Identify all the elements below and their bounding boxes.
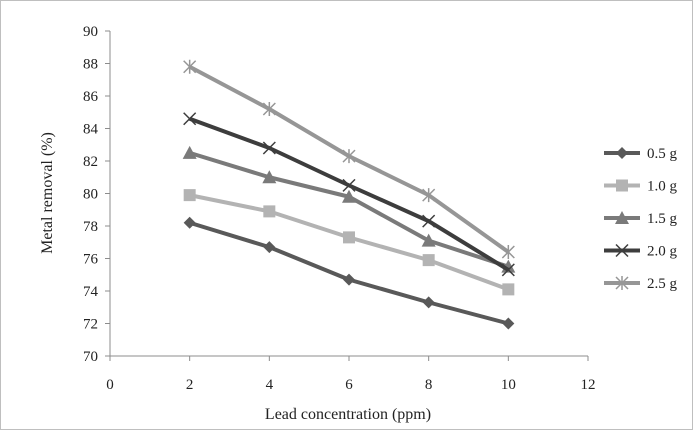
- y-axis-title: Metal removal (%): [39, 132, 56, 254]
- x-tick-label: 0: [106, 377, 114, 393]
- data-point-1-5-g: [262, 170, 277, 184]
- series-1-0-g: [183, 189, 515, 296]
- legend-marker: [615, 276, 629, 290]
- x-tick-label: 4: [266, 377, 274, 393]
- y-tick-label: 76: [83, 252, 99, 268]
- legend-marker: [616, 147, 628, 159]
- data-point-1-0-g: [422, 254, 435, 267]
- data-point-1-5-g: [182, 145, 197, 159]
- marker-stroke: [422, 214, 436, 228]
- y-tick-label: 78: [83, 219, 98, 235]
- legend-label: 0.5 g: [647, 146, 678, 162]
- x-tick-label: 2: [186, 377, 194, 393]
- data-point-2-5-g: [422, 188, 436, 203]
- legend: 0.5 g 1.0 g 1.5 g 2.0 g 2.5 g: [604, 146, 678, 292]
- y-tick-label: 86: [83, 89, 99, 105]
- legend-label: 2.5 g: [647, 276, 678, 292]
- series-0-5-g: [183, 216, 515, 330]
- data-point-0-5-g: [183, 216, 196, 229]
- legend-item-0-5-g: 0.5 g: [604, 146, 678, 162]
- marker-stroke: [615, 243, 629, 258]
- y-tick-label: 74: [83, 284, 99, 300]
- series-1-5-g: [182, 145, 516, 273]
- x-tick-label: 10: [501, 377, 516, 393]
- series-2-0-g: [183, 112, 515, 277]
- marker-stroke: [501, 263, 515, 277]
- series-2-5-g: [183, 59, 515, 259]
- data-point-1-0-g: [502, 283, 515, 296]
- data-point-0-5-g: [502, 317, 515, 330]
- marker-stroke: [342, 178, 356, 192]
- legend-label: 2.0 g: [647, 244, 678, 260]
- legend-marker: [615, 211, 629, 224]
- marker-stroke: [183, 112, 197, 126]
- y-tick-label: 88: [83, 57, 98, 73]
- marker-stroke: [262, 141, 276, 155]
- legend-marker: [615, 243, 629, 258]
- data-point-2-0-g: [501, 263, 515, 277]
- data-point-1-5-g: [421, 233, 436, 247]
- y-tick-label: 80: [83, 187, 98, 203]
- x-tick-label: 6: [345, 377, 353, 393]
- data-point-2-5-g: [501, 245, 515, 259]
- legend-label: 1.0 g: [647, 179, 678, 195]
- y-tick-label: 84: [83, 122, 99, 138]
- legend-marker: [616, 179, 628, 192]
- data-point-2-5-g: [342, 149, 356, 164]
- data-point-0-5-g: [343, 273, 355, 286]
- data-point-1-0-g: [263, 205, 276, 218]
- y-tick-label: 70: [83, 349, 98, 365]
- data-point-2-0-g: [422, 214, 436, 228]
- data-point-2-5-g: [183, 59, 197, 74]
- x-tick-label: 8: [425, 377, 433, 393]
- series-layer: [182, 59, 516, 330]
- data-point-2-0-g: [183, 112, 197, 126]
- data-point-1-0-g: [183, 189, 196, 202]
- data-point-2-5-g: [262, 102, 276, 116]
- data-point-0-5-g: [422, 296, 435, 309]
- data-point-1-0-g: [343, 231, 355, 244]
- y-tick-label: 82: [83, 154, 98, 170]
- x-axis-title: Lead concentration (ppm): [265, 406, 431, 423]
- legend-label: 1.5 g: [647, 211, 678, 227]
- data-point-1-5-g: [342, 189, 356, 203]
- data-point-2-0-g: [342, 178, 356, 192]
- legend-item-1-0-g: 1.0 g: [604, 179, 678, 195]
- y-tick-label: 90: [83, 24, 98, 40]
- legend-item-1-5-g: 1.5 g: [604, 211, 678, 227]
- axes: 70 72 74 76 78 80 82 84 86 88 90 0 2 4 6 8 10 12: [83, 24, 596, 393]
- data-point-2-0-g: [262, 141, 276, 155]
- legend-item-2-0-g: 2.0 g: [604, 244, 678, 260]
- x-tick-label: 12: [581, 377, 596, 393]
- data-point-0-5-g: [263, 241, 276, 254]
- y-tick-label: 72: [83, 317, 98, 333]
- legend-item-2-5-g: 2.5 g: [604, 276, 678, 292]
